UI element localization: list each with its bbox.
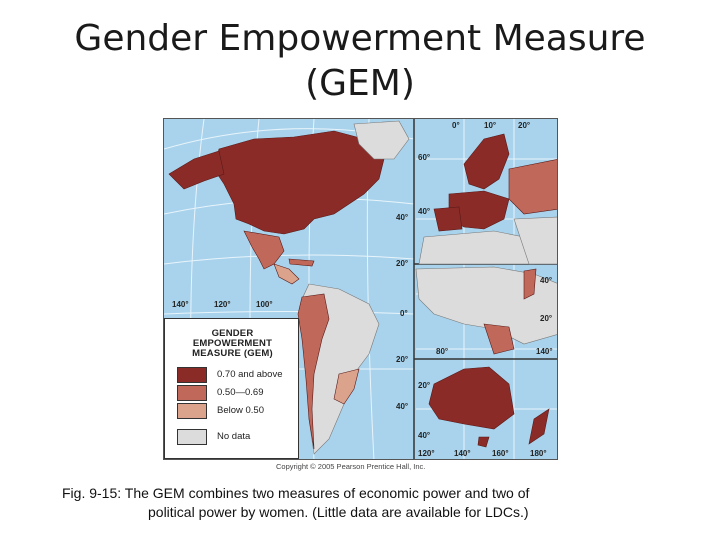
caribbean [288,258,315,267]
sa-lat-label-20: 20° [396,355,409,364]
eu-lon-label-0: 0° [452,121,460,130]
asia-lon-label-80: 80° [436,347,449,356]
legend-label-nodata: No data [217,431,251,442]
legend-title-line-3: MEASURE (GEM) [192,348,273,359]
eastern-europe [508,159,557,215]
legend-title-line-1: GENDER [211,328,254,339]
slide-title: Gender Empowerment Measure (GEM) [60,16,660,106]
north-africa [418,230,535,265]
japan [523,268,537,300]
iberia [433,206,463,232]
north-america [213,130,385,235]
aus-lon-label-140: 140° [454,449,471,458]
tasmania [477,436,490,448]
aus-lat-label-20: 20° [418,381,431,390]
lon-label-140: 140° [172,300,189,309]
legend-swatch-nodata [177,429,207,445]
australia [428,366,515,430]
legend-label-high: 0.70 and above [217,369,283,380]
new-zealand [528,408,550,445]
southern-cone [333,368,360,405]
asia-lat-label-20: 20° [540,314,553,323]
central-america [273,263,300,285]
asia-lon-label-140: 140° [536,347,553,356]
mexico [243,230,285,270]
title-line-1: Gender Empowerment Measure [74,18,646,59]
andes-west-coast [297,293,330,450]
caption-line-1: Fig. 9-15: The GEM combines two measures… [62,485,530,501]
copyright-notice: Copyright © 2005 Pearson Prentice Hall, … [276,462,426,471]
eu-lat-label-40: 40° [418,207,431,216]
scandinavia [463,133,510,190]
legend-title: GENDER EMPOWERMENT MEASURE (GEM) [165,329,300,359]
middle-east [513,216,557,265]
legend-label-low: Below 0.50 [217,405,265,416]
lon-label-100: 100° [256,300,273,309]
asia-lat-label-40: 40° [540,276,553,285]
aus-lon-label-160: 160° [492,449,509,458]
eu-lon-label-10: 10° [484,121,497,130]
caption-line-2: political power by women. (Little data a… [148,504,529,520]
na-lat-label-20: 20° [396,259,409,268]
na-lat-label-40: 40° [396,213,409,222]
aus-lon-label-180: 180° [530,449,547,458]
legend-swatch-medium [177,385,207,401]
map-legend: GENDER EMPOWERMENT MEASURE (GEM) 0.70 an… [164,318,299,459]
asia [415,266,557,345]
legend-title-line-2: EMPOWERMENT [192,338,273,349]
legend-swatch-low [177,403,207,419]
aus-lon-label-120: 120° [418,449,435,458]
eu-lat-label-60: 60° [418,153,431,162]
eu-lon-label-20: 20° [518,121,531,130]
figure-caption: Fig. 9-15: The GEM combines two measures… [62,484,662,522]
aus-lat-label-40: 40° [418,431,431,440]
title-line-2: (GEM) [305,63,415,104]
lon-label-120: 120° [214,300,231,309]
southeast-asia [483,323,515,355]
sa-lat-label-0: 0° [400,309,408,318]
greenland [353,120,410,160]
alaska [168,150,225,190]
legend-label-medium: 0.50—0.69 [217,387,264,398]
legend-swatch-high [177,367,207,383]
sa-lat-label-40: 40° [396,402,409,411]
